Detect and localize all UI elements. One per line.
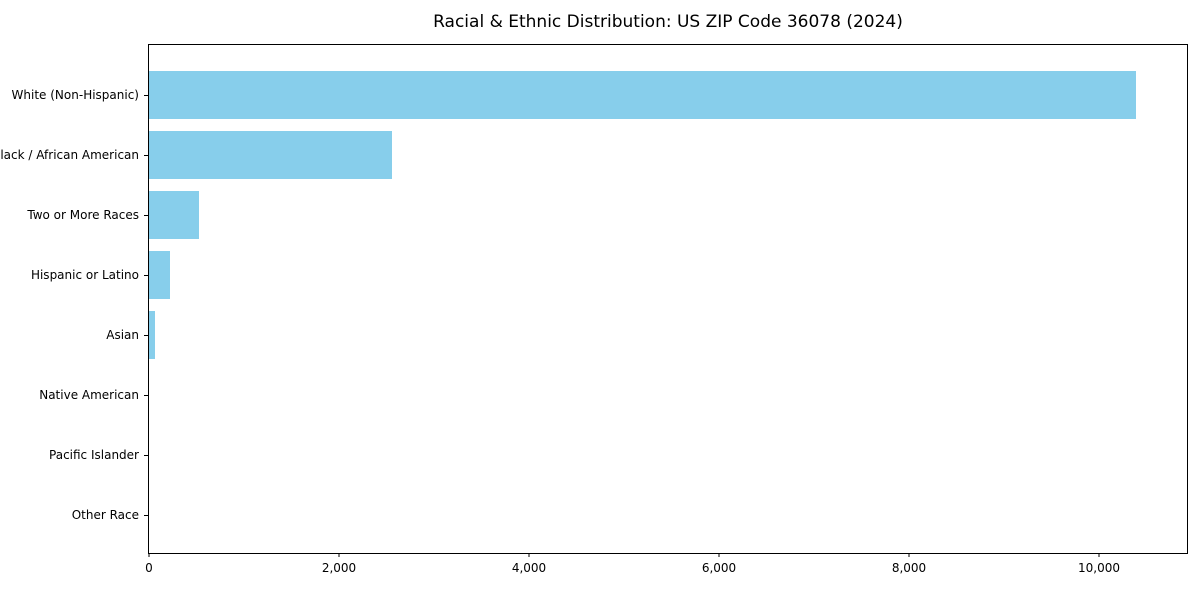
- y-axis-tick: [144, 215, 148, 216]
- y-axis-tick: [144, 455, 148, 456]
- x-tick-label: 10,000: [1078, 561, 1121, 575]
- x-tick-label: 0: [145, 561, 153, 575]
- y-tick-label: Other Race: [71, 508, 139, 522]
- bar-row: Other Race: [72, 485, 1187, 545]
- bar: [149, 71, 1137, 119]
- x-axis-tick: [718, 553, 720, 557]
- bar-row: Two or More Races: [27, 185, 1187, 245]
- bar-row: Native American: [39, 365, 1187, 425]
- x-axis-tick: [338, 553, 340, 557]
- x-tick-label: 2,000: [321, 561, 357, 575]
- bar: [149, 311, 155, 359]
- x-tick-label: 8,000: [891, 561, 927, 575]
- x-tick-label: 6,000: [701, 561, 737, 575]
- x-tick-label: 4,000: [511, 561, 547, 575]
- x-axis-tick: [148, 553, 150, 557]
- bar: [149, 251, 170, 299]
- y-tick-label: Native American: [39, 388, 139, 402]
- x-axis-ticks: 0 2,000 4,000 6,000 8,000 10,000: [145, 45, 1187, 575]
- y-axis-tick: [144, 335, 148, 336]
- y-axis-tick: [144, 515, 148, 516]
- y-tick-label: White (Non-Hispanic): [11, 88, 139, 102]
- bar: [149, 131, 393, 179]
- y-tick-label: Black / African American: [0, 148, 139, 162]
- y-tick-label: Hispanic or Latino: [30, 268, 139, 282]
- bar-row: Black / African American: [0, 125, 1187, 185]
- y-axis-tick: [144, 95, 148, 96]
- bar-row: Asian: [106, 305, 1187, 365]
- bar-row: Pacific Islander: [49, 425, 1187, 485]
- bar-row: White (Non-Hispanic): [12, 65, 1187, 125]
- bars-container: White (Non-Hispanic) Black / African Amer…: [0, 45, 1187, 553]
- plot-area: White (Non-Hispanic) Black / African Amer…: [0, 44, 1188, 575]
- x-axis-tick: [908, 553, 910, 557]
- bar-row: Hispanic or Latino: [31, 245, 1187, 305]
- y-tick-label: Asian: [106, 328, 139, 342]
- y-axis-tick: [144, 275, 148, 276]
- y-tick-label: Two or More Races: [27, 208, 139, 222]
- bar: [149, 191, 199, 239]
- y-tick-label: Pacific Islander: [49, 448, 139, 462]
- y-axis-tick: [144, 395, 148, 396]
- chart-title: Racial & Ethnic Distribution: US ZIP Cod…: [433, 12, 903, 32]
- y-axis-tick: [144, 155, 148, 156]
- x-axis-tick: [1098, 553, 1100, 557]
- x-axis-tick: [528, 553, 530, 557]
